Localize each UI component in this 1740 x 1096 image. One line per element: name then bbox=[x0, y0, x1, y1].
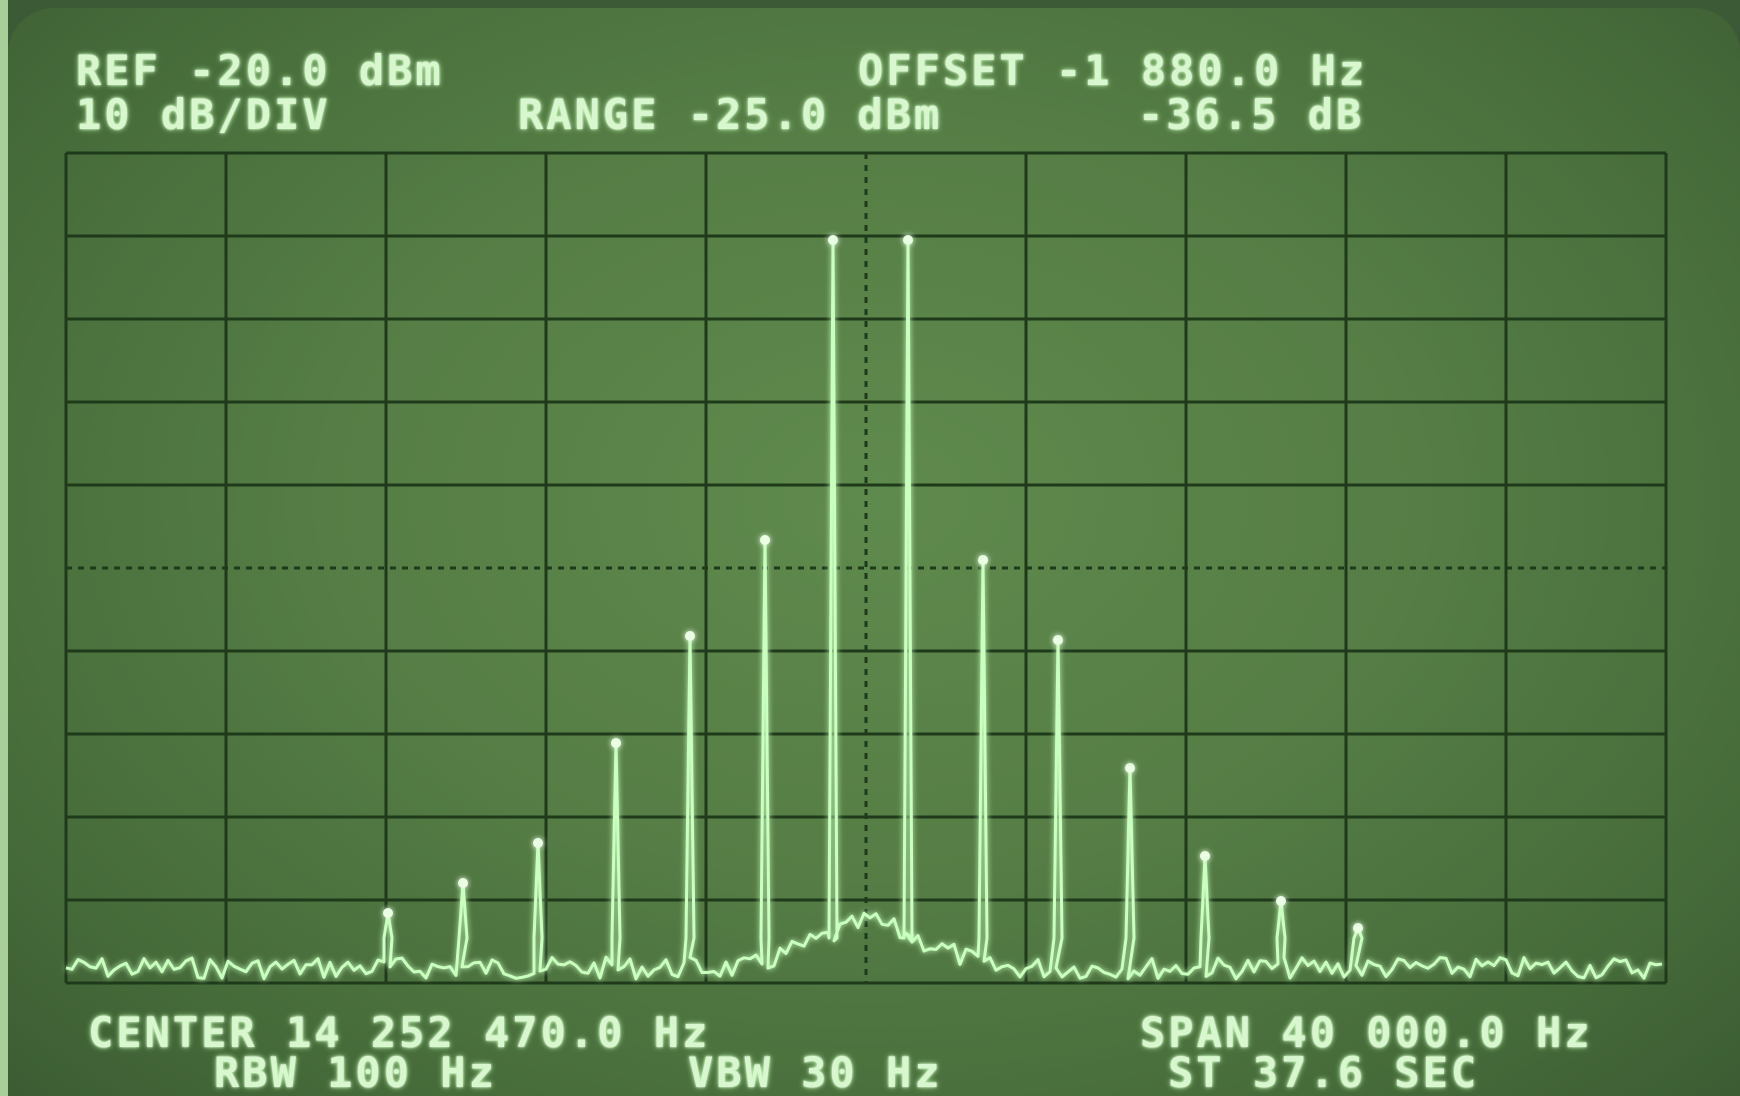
sweep-time-readout: ST 37.6 SEC bbox=[1168, 1048, 1480, 1096]
vbw-readout: VBW 30 Hz bbox=[688, 1048, 943, 1096]
peak-dot bbox=[760, 535, 770, 545]
graticule bbox=[64, 151, 1668, 985]
peak-dot bbox=[1125, 763, 1135, 773]
peak-dots bbox=[383, 235, 1363, 933]
peak-dot bbox=[1353, 923, 1363, 933]
range-readout: RANGE -25.0 dBm bbox=[518, 90, 943, 139]
spectrum-plot bbox=[64, 151, 1668, 985]
spectrum-analyzer-screen: REF -20.0 dBm 10 dB/DIV OFFSET -1 880.0 … bbox=[8, 8, 1740, 1096]
scale-readout: 10 dB/DIV bbox=[76, 90, 331, 139]
peak-dot bbox=[828, 235, 838, 245]
marker-delta-readout: -36.5 dB bbox=[1138, 90, 1365, 139]
peak-dot bbox=[383, 908, 393, 918]
peak-dot bbox=[1276, 896, 1286, 906]
offset-readout: OFFSET -1 880.0 Hz bbox=[858, 46, 1368, 95]
span-readout: SPAN 40 000.0 Hz bbox=[1140, 1008, 1593, 1057]
peak-dot bbox=[1200, 851, 1210, 861]
center-frequency-readout: CENTER 14 252 470.0 Hz bbox=[88, 1008, 711, 1057]
peak-dot bbox=[903, 235, 913, 245]
spectrum-trace bbox=[65, 238, 1663, 981]
peak-dot bbox=[533, 838, 543, 848]
peak-dot bbox=[978, 555, 988, 565]
peak-dot bbox=[1053, 635, 1063, 645]
bezel-edge bbox=[0, 0, 8, 1096]
peak-dot bbox=[458, 878, 468, 888]
peak-dot bbox=[611, 738, 621, 748]
trace-group bbox=[65, 238, 1663, 981]
peak-dot bbox=[685, 631, 695, 641]
ref-level-readout: REF -20.0 dBm bbox=[76, 46, 444, 95]
rbw-readout: RBW 100 Hz bbox=[214, 1048, 497, 1096]
